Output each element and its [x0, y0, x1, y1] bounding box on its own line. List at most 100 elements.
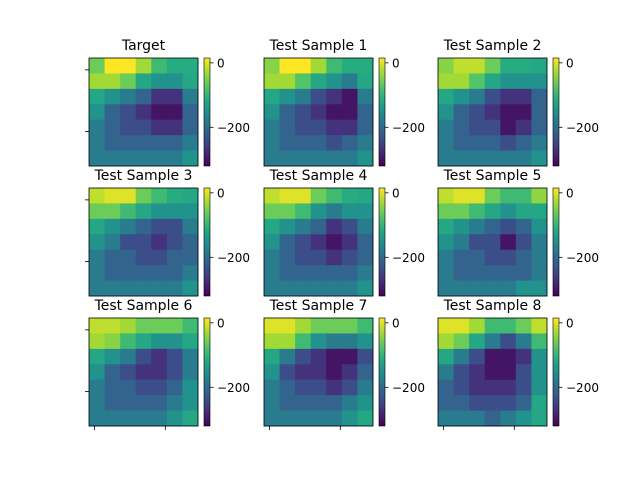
- heatmap-cell: [166, 203, 183, 220]
- heatmap-cell: [151, 234, 168, 251]
- heatmap-cell: [166, 188, 183, 204]
- heatmap-cell: [151, 249, 168, 266]
- heatmap-cell: [469, 203, 486, 220]
- heatmap-cell: [89, 218, 105, 235]
- heatmap-cell: [531, 395, 548, 411]
- heatmap-cell: [310, 364, 327, 381]
- heatmap-cell: [453, 318, 470, 334]
- heatmap-cell: [120, 73, 137, 90]
- heatmap-cell: [135, 58, 152, 74]
- heatmap-cell: [310, 188, 327, 204]
- heatmap-cell: [453, 218, 470, 235]
- heatmap-cell: [531, 265, 548, 281]
- heatmap-cell: [438, 395, 454, 411]
- heatmap-cell: [135, 395, 152, 411]
- heatmap-cell: [357, 333, 374, 350]
- heatmap-cell: [469, 364, 486, 381]
- heatmap-cell: [515, 104, 532, 121]
- heatmap-cell: [469, 135, 486, 151]
- heatmap-cell: [135, 119, 152, 136]
- heatmap-cell: [484, 395, 501, 411]
- heatmap-cell: [326, 280, 343, 297]
- heatmap-cell: [515, 88, 532, 105]
- axes-frame: [437, 187, 548, 297]
- heatmap-cell: [279, 218, 296, 235]
- heatmap-cell: [166, 265, 183, 281]
- heatmap-cell: [166, 410, 183, 427]
- heatmap-cell: [310, 203, 327, 220]
- heatmap-cell: [279, 364, 296, 381]
- heatmap-cell: [515, 265, 532, 281]
- heatmap-cell: [120, 119, 137, 136]
- heatmap-cell: [531, 104, 548, 121]
- heatmap-cell: [357, 318, 374, 334]
- heatmap-cell: [182, 135, 199, 151]
- heatmap-cell: [89, 203, 105, 220]
- colorbar-tick-label: −200: [566, 381, 599, 395]
- heatmap-cell: [515, 234, 532, 251]
- heatmap-cell: [279, 280, 296, 297]
- heatmap-cell: [89, 249, 105, 266]
- heatmap-cell: [89, 265, 105, 281]
- heatmap-cell: [104, 333, 121, 350]
- heatmap-cell: [151, 218, 168, 235]
- heatmap-cell: [438, 348, 454, 365]
- heatmap-cell: [295, 218, 312, 235]
- heatmap-cell: [279, 234, 296, 251]
- heatmap-cell: [341, 150, 358, 167]
- heatmap-cell: [264, 88, 280, 105]
- heatmap-cell: [151, 119, 168, 136]
- heatmap-cell: [341, 73, 358, 90]
- heatmap-cell: [515, 188, 532, 204]
- heatmap-cell: [120, 104, 137, 121]
- heatmap-cell: [484, 333, 501, 350]
- heatmap-cell: [469, 348, 486, 365]
- heatmap-cell: [89, 135, 105, 151]
- heatmap-cell: [89, 280, 105, 297]
- heatmap-cell: [500, 280, 517, 297]
- heatmap-cell: [104, 150, 121, 167]
- heatmap-cell: [264, 135, 280, 151]
- heatmap-cell: [120, 234, 137, 251]
- heatmap-cell: [89, 58, 105, 74]
- heatmap-cell: [104, 410, 121, 427]
- heatmap-cell: [484, 280, 501, 297]
- heatmap-cell: [500, 249, 517, 266]
- heatmap-cell: [469, 119, 486, 136]
- colorbar-tick-label: −200: [392, 121, 425, 135]
- heatmap-cell: [326, 265, 343, 281]
- heatmap-cell: [264, 280, 280, 297]
- heatmap-cell: [182, 364, 199, 381]
- heatmap-cell: [89, 73, 105, 90]
- heatmap-cell: [326, 364, 343, 381]
- colorbar-tick-label: 0: [392, 316, 400, 330]
- subplot-title: Test Sample 8: [443, 298, 542, 314]
- heatmap-cell: [135, 104, 152, 121]
- heatmap-cell: [500, 364, 517, 381]
- heatmap-cell: [341, 395, 358, 411]
- heatmap-cell: [151, 104, 168, 121]
- heatmap-cell: [120, 265, 137, 281]
- heatmap-cell: [89, 119, 105, 136]
- heatmap-cell: [166, 218, 183, 235]
- heatmap-cell: [166, 234, 183, 251]
- heatmap-cell: [357, 73, 374, 90]
- heatmap-cell: [484, 119, 501, 136]
- heatmap-cell: [182, 234, 199, 251]
- heatmap-cell: [357, 234, 374, 251]
- heatmap-cell: [469, 73, 486, 90]
- heatmap-cell: [310, 265, 327, 281]
- heatmap-cell: [135, 410, 152, 427]
- heatmap-cell: [469, 333, 486, 350]
- heatmap-cell: [310, 410, 327, 427]
- heatmap-cell: [135, 265, 152, 281]
- heatmap-cell: [151, 58, 168, 74]
- colorbar: [552, 57, 560, 167]
- heatmap-cell: [120, 203, 137, 220]
- colorbar: [378, 57, 386, 167]
- heatmap-cell: [341, 410, 358, 427]
- heatmap-cell: [264, 218, 280, 235]
- heatmap-cell: [357, 58, 374, 74]
- heatmap-cell: [469, 218, 486, 235]
- heatmap-cell: [453, 348, 470, 365]
